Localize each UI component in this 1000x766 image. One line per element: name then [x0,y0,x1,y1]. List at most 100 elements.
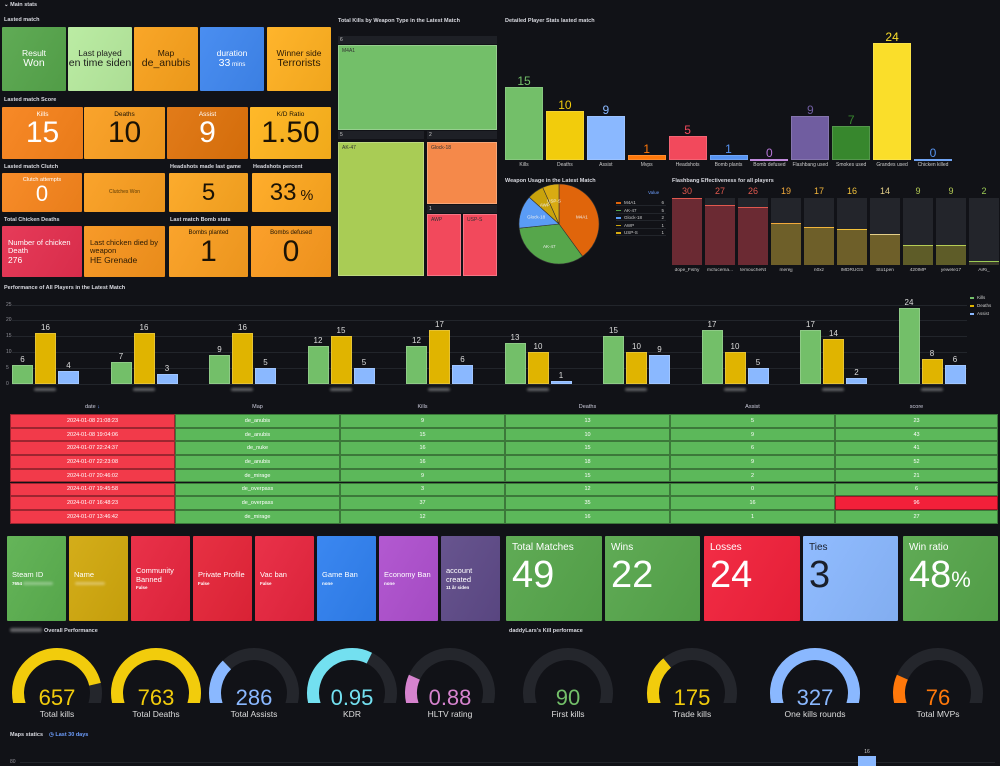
main-stats-row-header[interactable]: ⌄ Main stats [4,2,38,8]
stat-kills[interactable]: Kills 15 [2,107,83,159]
table-header-score[interactable]: score [909,404,924,410]
stat-k-d-ratio[interactable]: K/D Ratio 1.50 [250,107,331,159]
pie-legend-item[interactable]: M4A1 6 [616,199,666,206]
player-stat-bar-grandes-used [873,43,912,160]
table-header-map[interactable]: Map [252,404,263,410]
kill-performance-title: daddyLars's Kill performace [509,628,583,634]
profile-name[interactable]: Name [69,536,128,621]
stat-last-chicken-weapon[interactable]: Last chicken died by weapon HE Grenade [84,226,165,277]
stat-bombs-planted[interactable]: Bombs planted 1 [169,226,248,277]
table-header-kills[interactable]: Kills [417,404,428,410]
flashbang-value: 9 [915,186,921,196]
legend-swatch [970,304,974,307]
stat-clutches-won-label: Clutches Won [108,188,141,195]
stat-clutch-attempts[interactable]: Clutch attempts 0 [2,173,82,212]
perf-bar-deaths [330,336,352,384]
treemap-cell-usp-s[interactable]: USP-S [463,214,497,276]
stat-chicken-deaths[interactable]: Number of chicken Death 276 [2,226,82,277]
stat-assist[interactable]: Assist 9 [167,107,248,159]
profile-vac-ban[interactable]: Vac ban False [255,536,314,621]
stat-deaths[interactable]: Deaths 10 [84,107,165,159]
stat-clutch-attempts-value: 0 [35,181,49,207]
pie-legend-item[interactable]: Glock-18 2 [616,214,666,222]
stat-last-played[interactable]: Last played en time siden [68,27,132,91]
table-cell-date: 2024-01-07 20:46:02 [10,468,175,483]
profile-community-banned[interactable]: Community Banned False [131,536,190,621]
stat-duration[interactable]: duration 33 mins [200,27,264,91]
player-stat-value: 1 [725,142,732,157]
flashbang-bar-temouchent [738,206,768,265]
total-wins[interactable]: Wins 22 [605,536,700,621]
pie-slice-label: AWP [540,203,550,208]
pie-legend-item[interactable]: USP-S 1 [616,229,666,237]
gauge-label: Trade kills [672,709,712,719]
table-cell-map: de_anubis [175,455,340,469]
flashbang-bar-n0xz [804,227,834,265]
total-losses[interactable]: Losses 24 [704,536,800,621]
total-ties[interactable]: Ties 3 [803,536,898,621]
perf-legend-kills[interactable]: Kills [970,295,985,300]
total-total-matches[interactable]: Total Matches 49 [506,536,602,621]
profile-private-profile[interactable]: Private Profile False [193,536,252,621]
perf-bar-deaths [626,352,647,384]
legend-label: Kills [977,295,986,300]
treemap-cell-ak-47[interactable]: AK-47 [338,142,424,276]
profile-economy-ban[interactable]: Economy Ban none [379,536,438,621]
table-cell-score: 6 [835,482,998,497]
treemap-cell-m4a1[interactable]: M4A1 [338,45,497,130]
time-range-picker[interactable]: ◷ Last 30 days [49,732,89,738]
profile-game-ban[interactable]: Game Ban none [317,536,376,621]
gauge-value: 763 [137,685,175,710]
table-cell-kills: 15 [340,427,505,442]
y-axis-tick: 20 [6,317,12,324]
table-header-assist[interactable]: Assist [745,404,760,410]
stat-map[interactable]: Map de_anubis [134,27,198,91]
stat-bombs-defused[interactable]: Bombs defused 0 [251,226,331,277]
gauge-one-kills-rounds [770,648,860,703]
profile-value [74,581,105,586]
legend-label: Deaths [977,303,992,308]
perf-legend-deaths[interactable]: Deaths [970,303,991,308]
flashbang-bar-mcfucema [705,204,735,265]
treemap-cell-awp[interactable]: AWP [427,214,461,276]
stat-map-value: de_anubis [141,57,191,70]
perf-legend-assist[interactable]: Assist [970,311,989,316]
flashbang-value: 27 [714,186,725,196]
stat-headshots[interactable]: 5 [169,173,248,212]
profile-account-created[interactable]: account created 11 år siden [441,536,500,621]
total-value: 48% [909,554,971,596]
legend-swatch [616,217,621,219]
stat-assist-value: 9 [199,116,216,150]
stat-clutches-won[interactable]: Clutches Won [84,173,165,212]
pie-slice-usp-s[interactable] [542,183,560,225]
perf-bar-deaths [724,352,746,384]
pie-slice-ak-47[interactable] [518,223,583,265]
player-stat-value: 9 [602,103,610,118]
pie-legend-item[interactable]: AK-47 5 [616,207,666,214]
stat-result[interactable]: Result Won [2,27,66,91]
table-cell-kills: 37 [340,496,505,510]
stat-headshot-percent[interactable]: 33 % [252,173,331,212]
flashbang-value: 17 [813,186,824,196]
table-cell-assist: 9 [670,427,835,442]
treemap-cell-glock-18[interactable]: Glock-18 [427,142,497,204]
pie-slice-m4a1[interactable] [558,183,600,257]
stat-winner-side[interactable]: Winner side Terrorists [267,27,331,91]
legend-label: Assist [977,311,990,316]
legend-value: 5 [661,207,664,213]
pie-legend-item[interactable]: AWP 1 [616,222,666,229]
profile-label: Vac ban [260,570,287,580]
flashbang-player-name: n0xz [813,268,825,273]
flashbang-value: 30 [681,186,692,196]
headshots-title: Headshots made last game [170,164,241,170]
gauge-fill [647,658,672,703]
performance-title: Performance of All Players in the Latest… [4,285,126,291]
profile-steam-id[interactable]: Steam ID 7654 [7,536,66,621]
total-win-ratio[interactable]: Win ratio 48% [903,536,998,621]
table-header-deaths[interactable]: Deaths [578,404,597,410]
profile-label: Community Banned [136,566,174,584]
player-stat-bar-deaths [545,111,584,160]
perf-bar-value: 17 [435,319,444,329]
total-label: Ties [809,542,828,553]
table-header-date[interactable]: date ↓ [85,404,100,410]
